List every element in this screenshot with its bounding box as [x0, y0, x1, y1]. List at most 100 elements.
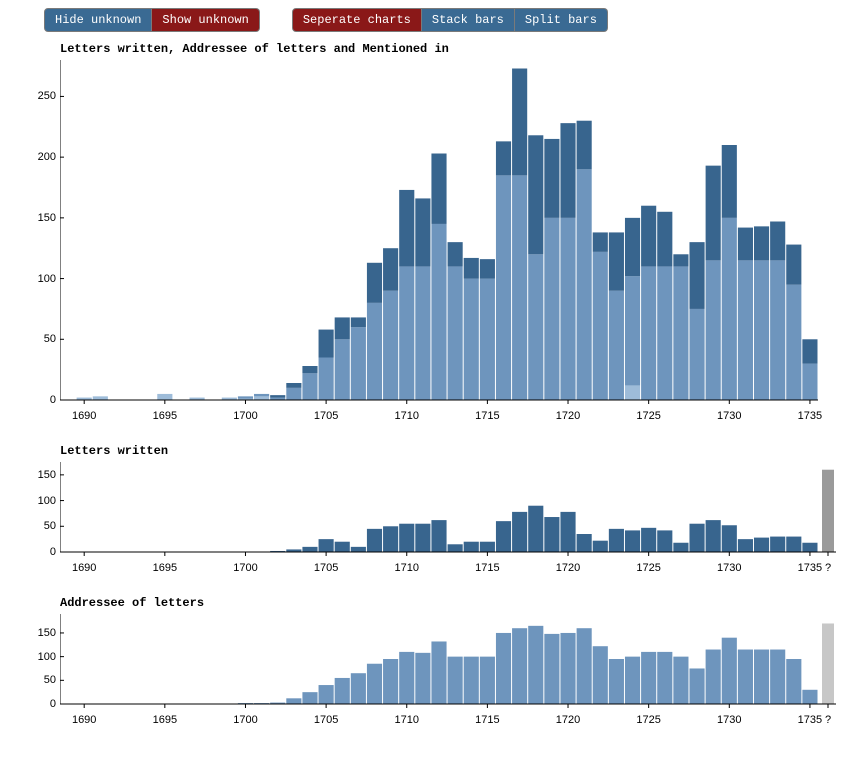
letters-written-area: 0501001501690169517001705171017151720172…: [60, 462, 822, 578]
bar-segment: [302, 373, 317, 400]
bar: [367, 664, 382, 704]
bar: [625, 657, 640, 704]
bar: [496, 521, 511, 552]
bar: [802, 690, 817, 704]
y-tick-label: 250: [38, 90, 56, 102]
bar-segment: [689, 309, 704, 400]
bar: [512, 512, 527, 552]
bar-segment: [722, 218, 737, 400]
bar-segment: [254, 394, 269, 396]
bar-segment: [480, 279, 495, 400]
bar-segment: [367, 303, 382, 400]
bar-segment: [625, 385, 640, 400]
bar-segment: [448, 242, 463, 266]
bar-segment: [286, 388, 301, 400]
y-tick-label: 100: [38, 651, 56, 663]
bar: [593, 646, 608, 704]
bar-segment: [254, 396, 269, 400]
stack-bars-button[interactable]: Stack bars: [422, 8, 515, 32]
bar: [415, 524, 430, 552]
bar-segment: [351, 317, 366, 327]
bar-segment: [512, 69, 527, 176]
x-tick-label: 1725: [636, 410, 660, 422]
unknown-bar: [822, 623, 834, 704]
bar: [754, 538, 769, 552]
bar-segment: [609, 232, 624, 290]
bar-segment: [738, 260, 753, 400]
bar: [351, 547, 366, 552]
bar: [335, 542, 350, 552]
bar: [544, 634, 559, 704]
bar: [609, 659, 624, 704]
y-tick-label: 100: [38, 495, 56, 507]
bar: [770, 537, 785, 552]
x-tick-label: 1710: [394, 562, 418, 574]
x-tick-label: 1695: [153, 714, 177, 726]
hide-unknown-button[interactable]: Hide unknown: [44, 8, 152, 32]
bar: [431, 520, 446, 552]
bar: [480, 542, 495, 552]
y-tick-label: 50: [44, 520, 56, 532]
letters-written-chart: Letters written 050100150169016951700170…: [60, 444, 822, 578]
bar: [593, 541, 608, 552]
bar-segment: [319, 330, 334, 358]
bar-segment: [802, 364, 817, 400]
bar: [496, 633, 511, 704]
x-tick-label: 1735: [798, 562, 822, 574]
y-tick-label: 150: [38, 212, 56, 224]
bar: [625, 530, 640, 552]
bar-segment: [157, 394, 172, 400]
bar: [722, 638, 737, 704]
bar: [302, 692, 317, 704]
bar: [351, 673, 366, 704]
chart-mode-group: Seperate chartsStack barsSplit bars: [292, 8, 608, 32]
unknown-toggle-group: Hide unknownShow unknown: [44, 8, 260, 32]
x-tick-label: 1690: [72, 410, 96, 422]
addressee-chart: Addressee of letters 0501001501690169517…: [60, 596, 822, 730]
bar: [448, 657, 463, 704]
bar-segment: [528, 254, 543, 400]
bar: [415, 653, 430, 704]
y-tick-label: 0: [50, 698, 56, 710]
bar-segment: [754, 260, 769, 400]
bar: [770, 650, 785, 704]
bar-segment: [673, 266, 688, 400]
x-tick-label: 1695: [153, 410, 177, 422]
bar: [657, 530, 672, 552]
bar-segment: [512, 175, 527, 400]
bar: [302, 547, 317, 552]
toolbar: Hide unknownShow unknown Seperate charts…: [44, 8, 822, 32]
x-tick-label: 1735: [798, 410, 822, 422]
bar: [577, 534, 592, 552]
x-tick-unknown: ?: [825, 714, 831, 726]
main-chart-area: 0501001502002501690169517001705171017151…: [60, 60, 822, 426]
bar: [448, 544, 463, 552]
bar-segment: [722, 145, 737, 218]
split-bars-button[interactable]: Split bars: [515, 8, 608, 32]
bar-segment: [415, 266, 430, 400]
bar-segment: [464, 258, 479, 279]
bar-segment: [770, 260, 785, 400]
x-tick-label: 1705: [314, 562, 338, 574]
bar: [399, 524, 414, 552]
show-unknown-button[interactable]: Show unknown: [152, 8, 259, 32]
bar-segment: [480, 259, 495, 278]
bar: [738, 650, 753, 704]
bar-segment: [577, 169, 592, 400]
bar: [319, 539, 334, 552]
bar: [480, 657, 495, 704]
bar: [689, 524, 704, 552]
x-tick-label: 1730: [717, 410, 741, 422]
bar: [560, 633, 575, 704]
bar: [689, 668, 704, 704]
bar: [399, 652, 414, 704]
y-tick-label: 0: [50, 394, 56, 406]
separate-charts-button[interactable]: Seperate charts: [292, 8, 422, 32]
x-tick-label: 1720: [556, 562, 580, 574]
x-tick-label: 1730: [717, 562, 741, 574]
bar-segment: [544, 139, 559, 218]
x-tick-unknown: ?: [825, 562, 831, 574]
bar-segment: [528, 135, 543, 254]
bar-segment: [786, 245, 801, 285]
bar: [673, 657, 688, 704]
